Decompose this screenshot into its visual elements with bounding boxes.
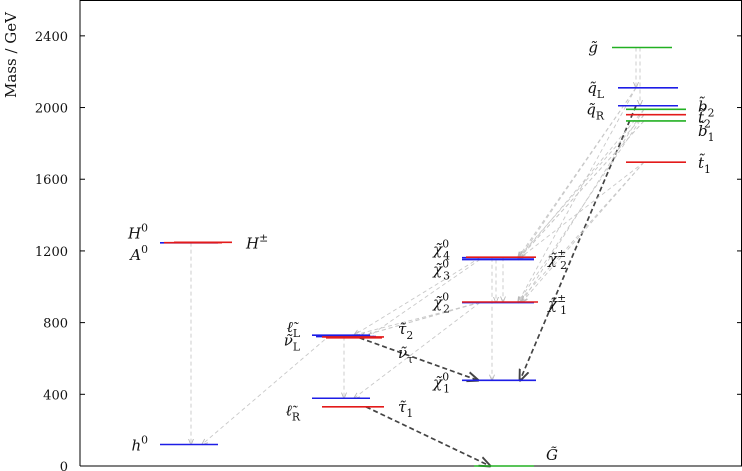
label-gluino: g̃ xyxy=(588,38,598,56)
label-qL: q̃L xyxy=(587,79,604,101)
y-tick-label: 2400 xyxy=(35,30,68,45)
y-tick-label: 2000 xyxy=(35,102,68,117)
y-tick-label: 400 xyxy=(43,388,68,403)
label-H0: H0 xyxy=(127,222,148,243)
label-nutau: ν̃τ xyxy=(398,344,413,366)
decay-arrow-t1-chi1p xyxy=(522,161,645,302)
mass-levels xyxy=(160,46,686,467)
decay-arrow-t1-chi30 xyxy=(518,161,645,259)
decay-arrow-t2-chi40 xyxy=(518,114,645,258)
decay-arrow-chi40-eL xyxy=(354,257,481,335)
decay-arrow-chi1p-nuL xyxy=(360,301,481,337)
label-A0: A0 xyxy=(128,243,148,264)
y-tick-label: 0 xyxy=(60,460,68,471)
label-h0: h0 xyxy=(131,433,148,454)
label-nuL: ν̃L xyxy=(284,332,300,354)
decay-arrow-qL-chi2p xyxy=(520,87,637,257)
label-chi2p: χ̃± 2 xyxy=(547,247,567,272)
decay-arrow-eL-chi10 xyxy=(351,334,478,380)
label-qR: q̃R xyxy=(586,101,605,123)
label-chi30: χ̃0 3 xyxy=(432,258,450,283)
decay-arrow-b2-chi30 xyxy=(518,109,645,259)
label-chi10: χ̃0 1 xyxy=(432,370,450,395)
label-chi20: χ̃0 2 xyxy=(432,291,450,316)
label-eR: ℓ̃R xyxy=(286,401,301,423)
label-chi1p: χ̃± 1 xyxy=(547,292,567,317)
decay-arrows xyxy=(191,47,645,466)
decay-arrow-tau1-G xyxy=(365,406,490,466)
decay-arrow-qR-chi10 xyxy=(520,105,637,381)
label-tau2: τ̃2 xyxy=(398,320,413,342)
decay-arrow-chi30-tau2 xyxy=(368,259,481,337)
decay-arrow-eL-h0 xyxy=(202,334,331,444)
label-t1: t̃1 xyxy=(698,153,711,176)
decay-arrow-t2-chi20 xyxy=(518,114,645,303)
label-G: G̃ xyxy=(546,446,558,464)
label-b1: b̃1 xyxy=(698,121,714,144)
label-tau1: τ̃1 xyxy=(398,398,413,420)
label-t2: t̃2 xyxy=(698,107,711,130)
decay-arrow-chi20-eR xyxy=(354,302,481,399)
decay-arrow-b1-chi2p xyxy=(520,120,645,257)
decay-arrow-chi20-eL xyxy=(354,302,481,336)
y-tick-label: 1200 xyxy=(35,245,68,260)
y-axis-label: Mass / GeV xyxy=(2,11,20,98)
y-tick-label: 800 xyxy=(43,317,68,332)
label-Hpm: H± xyxy=(245,231,268,252)
y-tick-label: 1600 xyxy=(35,173,68,188)
label-chi40: χ̃0 4 xyxy=(432,238,450,263)
decay-arrow-b2-chi1p xyxy=(522,109,645,302)
label-b2: b̃2 xyxy=(698,96,714,119)
